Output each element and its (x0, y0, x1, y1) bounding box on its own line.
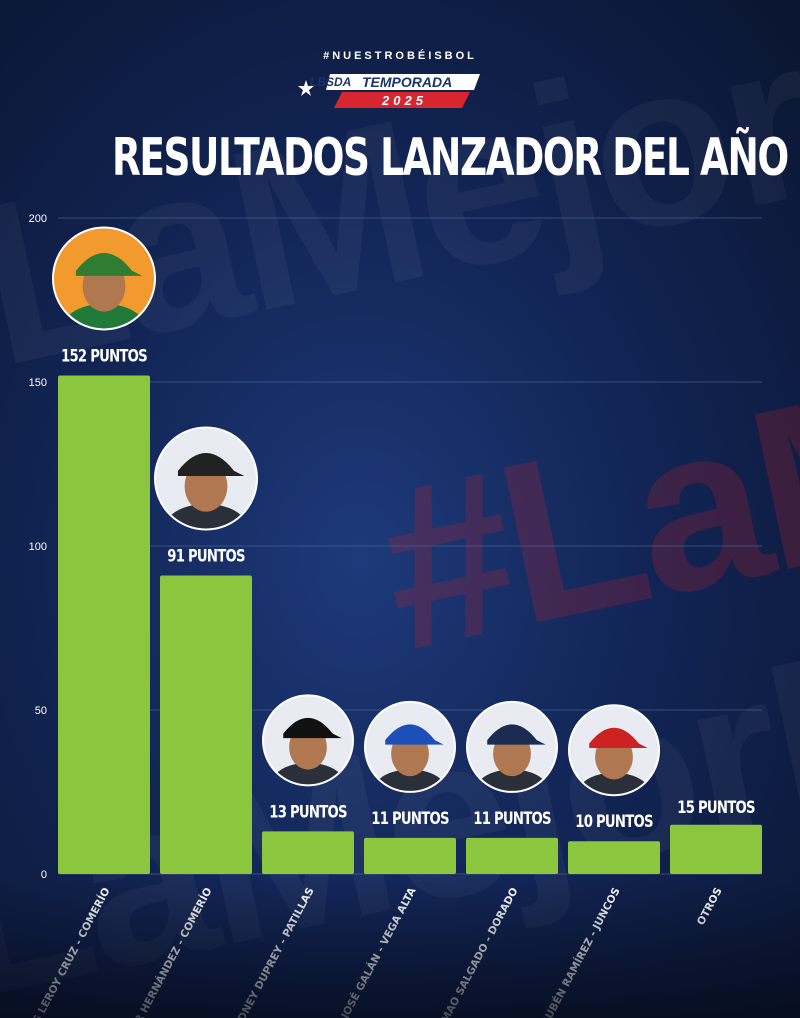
data-label-3: 13 PUNTOS (269, 802, 346, 822)
player-avatar-1 (52, 226, 156, 331)
y-tick-label-0: 0 (41, 869, 47, 881)
player-avatar-6 (568, 704, 660, 797)
y-tick-label-100: 100 (29, 541, 47, 553)
player-avatar-3 (262, 694, 354, 787)
bottom-shadow (0, 880, 800, 1018)
bar-7 (670, 824, 762, 874)
player-avatar-4 (364, 700, 456, 793)
data-label-1: 152 PUNTOS (61, 346, 147, 366)
page-title: RESULTADOS LANZADOR DEL AÑO (112, 128, 789, 188)
data-label-6: 10 PUNTOS (575, 812, 652, 832)
player-avatar-2 (154, 426, 258, 531)
data-label-4: 11 PUNTOS (371, 808, 448, 828)
logo-abbrev: LBSDA (310, 75, 351, 89)
bar-2 (160, 575, 252, 874)
bar-6 (568, 841, 660, 874)
logo-year: 2025 (381, 93, 427, 108)
league-logo: LBSDA TEMPORADA 2025 (290, 64, 490, 114)
player-avatar-5 (466, 700, 558, 793)
data-label-2: 91 PUNTOS (167, 546, 244, 566)
star-icon (298, 80, 314, 96)
bar-1 (58, 375, 150, 874)
data-label-7: 15 PUNTOS (677, 797, 754, 817)
bar-5 (466, 837, 558, 874)
bar-3 (262, 831, 354, 874)
y-tick-label-50: 50 (35, 705, 47, 717)
logo-season-word: TEMPORADA (362, 74, 452, 90)
y-tick-label-200: 200 (29, 213, 47, 225)
data-label-5: 11 PUNTOS (473, 808, 550, 828)
y-tick-label-150: 150 (29, 377, 47, 389)
bar-4 (364, 837, 456, 874)
hashtag-label: #NUESTROBÉISBOL (323, 50, 477, 62)
